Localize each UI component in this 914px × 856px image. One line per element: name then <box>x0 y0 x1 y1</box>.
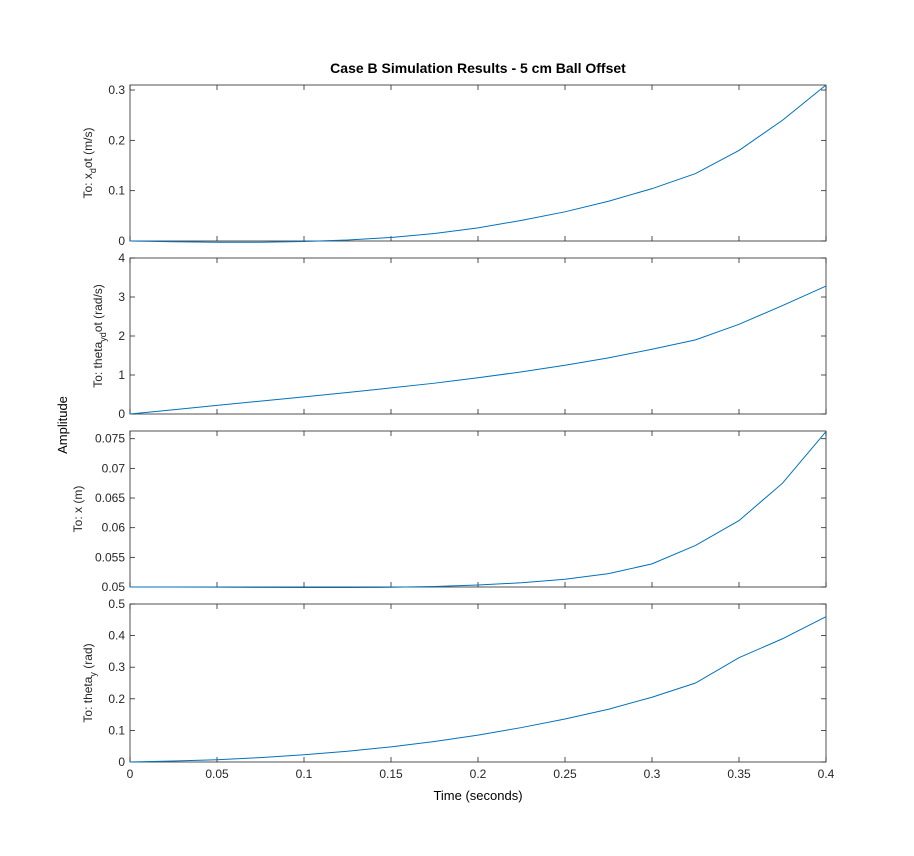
x-tick-label: 0.1 <box>296 767 313 781</box>
y-tick-label: 0 <box>118 755 125 769</box>
chart-title: Case B Simulation Results - 5 cm Ball Of… <box>330 60 626 76</box>
x-tick-label: 0.25 <box>553 767 577 781</box>
y-tick-label: 0.06 <box>102 521 126 535</box>
y-tick-label: 0.055 <box>95 550 125 564</box>
series-line <box>129 616 827 763</box>
x-tick-label: 0.2 <box>470 767 487 781</box>
subplot-3: 0.05 0.055 0.06 0.065 0.07 0.075 To: x (m) <box>71 430 827 594</box>
x-tick-label: 0.15 <box>379 767 403 781</box>
y-tick-label: 0.075 <box>95 432 125 446</box>
x-axis-label: Time (seconds) <box>433 788 522 803</box>
subplot-ylabel: To: x (m) <box>71 486 85 533</box>
x-tick-label: 0.4 <box>818 767 835 781</box>
y-tick-label: 0.07 <box>102 461 126 475</box>
subplot-1: 0 0.1 0.2 0.3 To: xdot (m/s) <box>81 83 827 248</box>
y-tick-label: 0 <box>118 234 125 248</box>
ylabel-tail: ot (m/s) <box>81 127 95 168</box>
subplot-ylabel: To: thetay (rad) <box>81 643 98 722</box>
y-tick-label: 0.2 <box>108 692 125 706</box>
x-tick-label: 0.3 <box>644 767 661 781</box>
y-tick-label: 0.4 <box>108 629 125 643</box>
ylabel-subscript: y <box>88 672 98 677</box>
subplot-ylabel: To: thetaydot (rad/s) <box>91 284 108 388</box>
axes-box <box>129 257 827 415</box>
ylabel-main: To: theta <box>91 341 105 387</box>
subplot-4: 0 0.05 0.1 0.15 0.2 0.25 0.3 0.35 0.4 0 0.1 0.2 0.3 0… <box>81 597 835 781</box>
ylabel-tail: ot (rad/s) <box>91 284 105 332</box>
series-line <box>129 84 827 243</box>
y-tick-label: 0.5 <box>108 597 125 611</box>
y-tick-label: 0.065 <box>95 491 125 505</box>
subplot-2: 0 1 2 3 4 To: thetaydot (rad/s) <box>91 251 827 421</box>
subplot-ylabel: To: xdot (m/s) <box>81 127 98 198</box>
y-tick-label: 0.3 <box>108 660 125 674</box>
y-tick-label: 2 <box>118 329 125 343</box>
x-tick-label: 0.35 <box>727 767 751 781</box>
ylabel-main: To: theta <box>81 676 95 722</box>
y-tick-label: 4 <box>118 251 125 265</box>
axes-box <box>129 603 827 763</box>
axes-box <box>129 84 827 242</box>
ylabel-tail: (rad) <box>81 643 95 672</box>
ylabel-main: To: x (m) <box>71 486 85 533</box>
x-tick-label: 0 <box>127 767 134 781</box>
y-tick-label: 0.2 <box>108 133 125 147</box>
y-tick-label: 1 <box>118 368 125 382</box>
axes-box <box>129 430 827 588</box>
ylabel-subscript: yd <box>98 332 108 342</box>
y-tick-label: 3 <box>118 290 125 304</box>
ylabel-main: To: x <box>81 173 95 198</box>
y-tick-label: 0.1 <box>108 723 125 737</box>
y-tick-label: 0 <box>118 407 125 421</box>
y-tick-label: 0.05 <box>102 580 126 594</box>
x-tick-label: 0.05 <box>205 767 229 781</box>
y-tick-label: 0.3 <box>108 83 125 97</box>
y-tick-label: 0.1 <box>108 184 125 198</box>
series-line <box>130 431 827 589</box>
y-axis-label: Amplitude <box>55 396 70 454</box>
ylabel-subscript: d <box>88 168 98 173</box>
series-line <box>129 285 827 415</box>
